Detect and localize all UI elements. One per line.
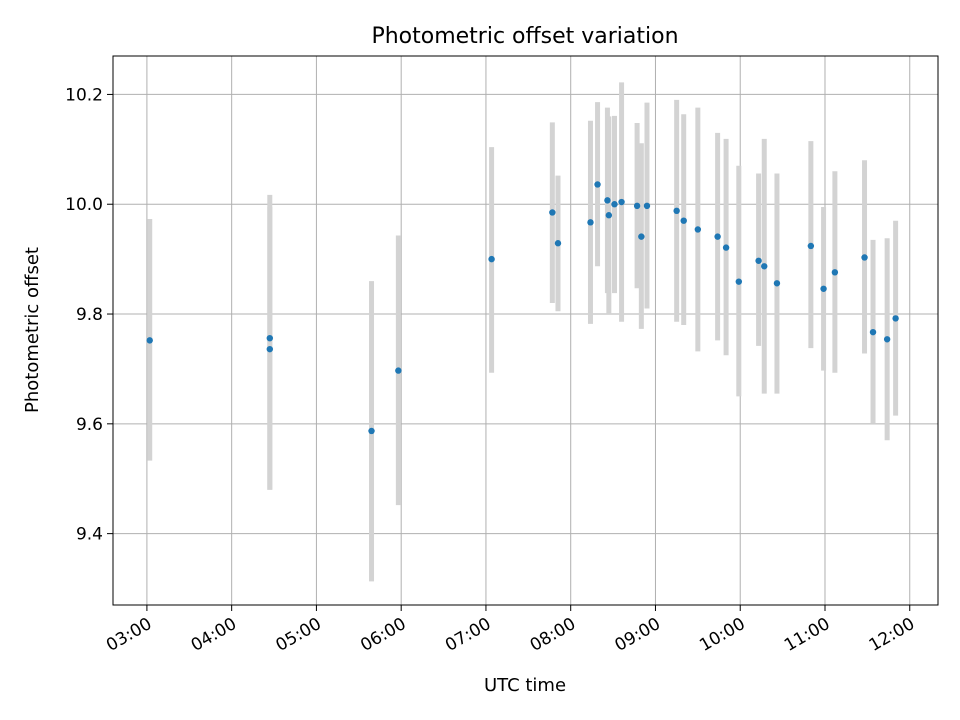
- data-point: [892, 315, 899, 322]
- data-point: [807, 242, 815, 250]
- data-point: [831, 269, 839, 276]
- data-point: [266, 334, 274, 342]
- data-point: [587, 219, 594, 226]
- data-point: [773, 280, 781, 287]
- data-point: [611, 201, 618, 208]
- data-point: [735, 278, 743, 285]
- data-point: [722, 244, 730, 251]
- data-point: [266, 345, 274, 353]
- y-tick-label: 10.0: [65, 195, 103, 215]
- data-point: [618, 198, 625, 206]
- data-point: [633, 202, 641, 210]
- data-point: [395, 367, 402, 374]
- y-tick-label: 9.4: [76, 525, 103, 545]
- data-point: [368, 427, 375, 435]
- y-tick-label: 9.8: [76, 305, 103, 325]
- data-point: [638, 233, 645, 240]
- data-point: [820, 285, 827, 292]
- y-tick-label: 9.6: [76, 415, 103, 435]
- data-point: [761, 263, 768, 270]
- data-point: [755, 257, 762, 264]
- grid: [113, 56, 938, 605]
- data-point: [488, 255, 495, 263]
- data-point: [714, 233, 721, 240]
- y-axis-ticks: 9.4 9.6 9.8 10.0 10.2: [65, 85, 113, 545]
- data-point: [643, 202, 651, 210]
- data-point: [861, 254, 868, 261]
- x-axis-label: UTC time: [484, 675, 566, 696]
- data-point: [604, 197, 611, 204]
- data-point: [680, 217, 687, 224]
- data-point: [883, 336, 891, 343]
- plot-frame: [112, 55, 939, 606]
- data-point: [146, 337, 153, 344]
- data-point: [549, 209, 556, 216]
- data-points: [146, 181, 899, 435]
- data-point: [869, 328, 877, 336]
- data-point: [554, 240, 562, 247]
- data-point: [594, 181, 601, 188]
- data-point: [694, 226, 702, 233]
- chart-title: Photometric offset variation: [371, 24, 678, 49]
- data-point: [605, 212, 613, 219]
- y-tick-label: 10.2: [65, 85, 103, 105]
- y-axis-label: Photometric offset: [22, 247, 43, 413]
- data-point: [673, 207, 680, 215]
